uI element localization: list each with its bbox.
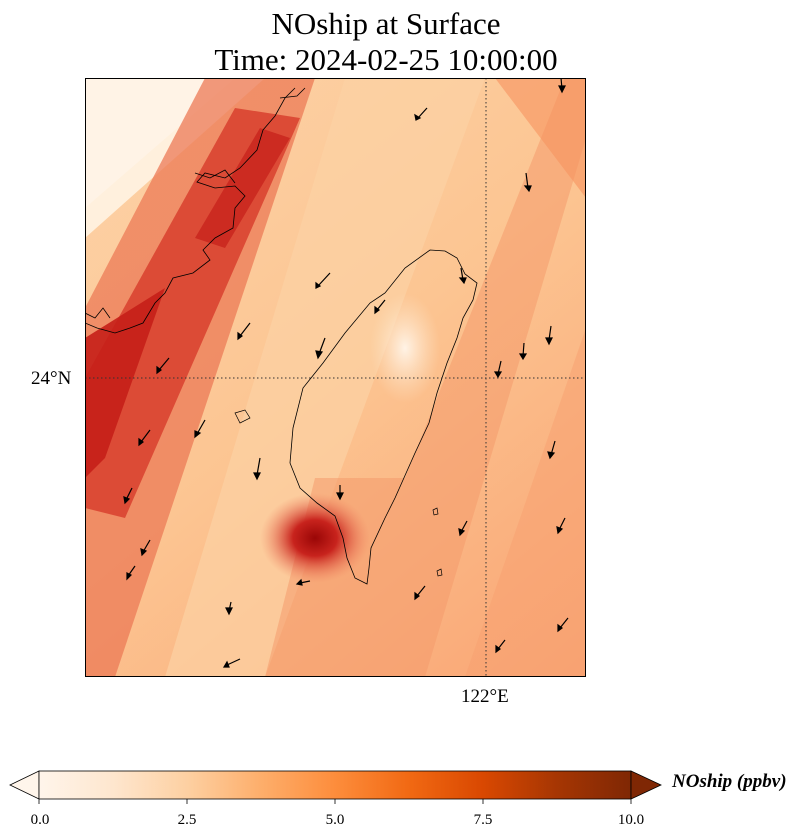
longitude-label-122E: 122°E — [461, 686, 509, 707]
coastal-plume-band — [85, 78, 315, 677]
colorbar-tick-1: 2.5 — [177, 812, 197, 828]
colorbar-tick-0: 0.0 — [30, 812, 50, 828]
hotspot-max — [260, 493, 370, 583]
colorbar-extend-max — [630, 770, 662, 800]
colorbar-label: NOship (ppbv) — [672, 771, 787, 792]
colorbar-extend-min — [9, 770, 40, 800]
taiwan-coastline — [289, 249, 478, 585]
wind-vectors — [123, 78, 569, 668]
map-plot-area — [85, 78, 586, 677]
colorbar — [9, 770, 662, 804]
colorbar-tick-3: 7.5 — [473, 812, 493, 828]
china-coastline — [85, 87, 296, 334]
colorbar-body — [38, 770, 632, 800]
colorbar-tick-2: 5.0 — [325, 812, 345, 828]
latitude-label-24N: 24°N — [31, 368, 72, 389]
colorbar-tick-4: 10.0 — [617, 812, 645, 828]
map-title-line2: Time: 2024-02-25 10:00:00 — [214, 42, 558, 77]
map-title-line1: NOship at Surface — [271, 6, 501, 41]
